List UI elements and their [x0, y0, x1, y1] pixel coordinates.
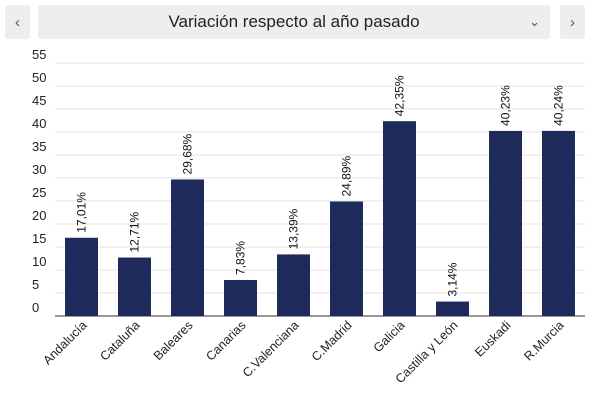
x-tick-label: Baleares [151, 318, 196, 363]
selector-label: Variación respecto al año pasado [168, 12, 420, 31]
x-tick-label: Canarias [203, 318, 248, 363]
metric-selector[interactable]: Variación respecto al año pasado ⌄ [38, 5, 550, 39]
data-label: 17,01% [75, 192, 89, 233]
bar [489, 130, 522, 316]
x-tick-label: R.Murcia [521, 318, 566, 363]
data-label: 24,89% [340, 155, 354, 196]
y-tick-label: 40 [32, 116, 46, 131]
y-tick-label: 50 [32, 70, 46, 85]
bar [118, 257, 151, 316]
y-tick-label: 25 [32, 185, 46, 200]
bar [436, 301, 469, 316]
y-tick-label: 10 [32, 254, 46, 269]
x-tick-label: Cataluña [97, 318, 142, 363]
y-tick-label: 15 [32, 231, 46, 246]
data-label: 29,68% [181, 133, 195, 174]
y-tick-label: 35 [32, 139, 46, 154]
bar [171, 179, 204, 316]
y-tick-label: 55 [32, 47, 46, 62]
bar [65, 237, 98, 316]
y-tick-label: 20 [32, 208, 46, 223]
y-tick-label: 45 [32, 93, 46, 108]
data-label: 40,23% [499, 85, 513, 126]
data-label: 7,83% [234, 241, 248, 275]
chevron-down-icon: ⌄ [529, 14, 540, 29]
x-tick-label: Galicia [371, 318, 408, 355]
bar [330, 201, 363, 316]
chevron-right-icon: › [570, 13, 575, 31]
x-tick-label: Andalucía [40, 318, 89, 367]
data-label: 3,14% [446, 262, 460, 296]
x-tick-label: C.Valenciana [240, 318, 302, 380]
bar [224, 279, 257, 316]
y-tick-label: 0 [32, 300, 39, 315]
y-tick-label: 5 [32, 277, 39, 292]
data-label: 42,35% [393, 75, 407, 116]
prev-button[interactable]: ‹ [5, 5, 30, 39]
x-tick-label: C.Madrid [309, 318, 355, 364]
data-label: 13,39% [287, 208, 301, 249]
bar [383, 121, 416, 316]
bar [277, 254, 310, 316]
chevron-left-icon: ‹ [15, 13, 20, 31]
data-label: 40,24% [552, 85, 566, 126]
bar [542, 130, 575, 316]
x-tick-label: Euskadi [472, 318, 513, 359]
next-button[interactable]: › [560, 5, 585, 39]
y-tick-label: 30 [32, 162, 46, 177]
data-label: 12,71% [128, 212, 142, 253]
